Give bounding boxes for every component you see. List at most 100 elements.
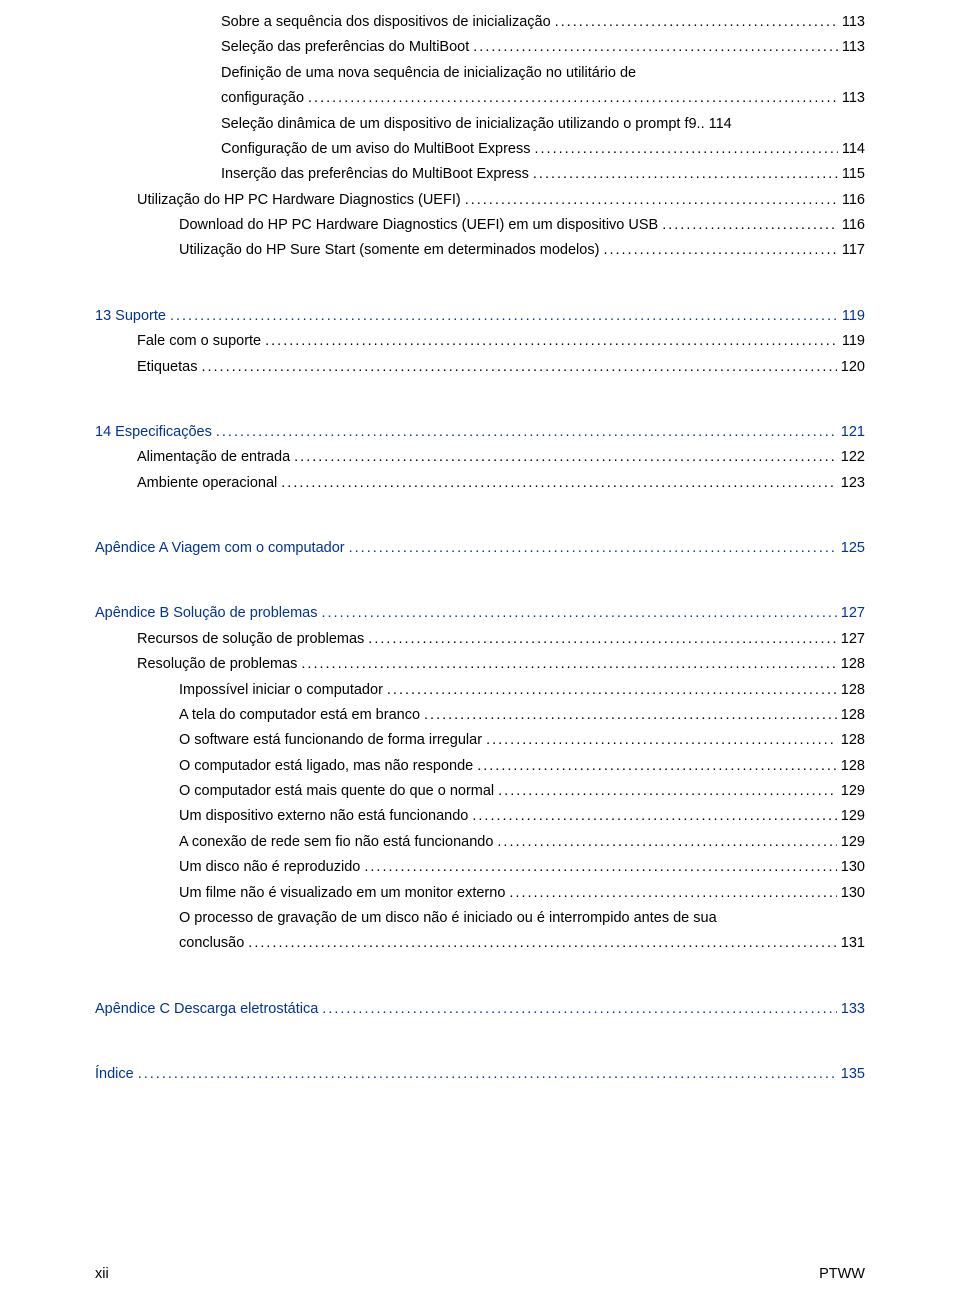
toc-entry: A tela do computador está em branco 128 [95, 703, 865, 728]
toc-label: conclusão [179, 931, 244, 956]
toc-dots [212, 420, 837, 445]
toc-page: 128 [837, 754, 865, 779]
toc-label: configuração [221, 86, 304, 111]
toc-label: Um dispositivo externo não está funciona… [179, 804, 468, 829]
toc-dots [599, 238, 837, 263]
appendix-c: Apêndice C Descarga eletrostática 133 [95, 997, 865, 1022]
toc-dots [364, 627, 837, 652]
toc-page: 113 [838, 86, 865, 111]
toc-entry: Um filme não é visualizado em um monitor… [95, 881, 865, 906]
toc-entry: Ambiente operacional 123 [95, 471, 865, 496]
toc-label: Resolução de problemas [137, 652, 297, 677]
chapter-title: Apêndice A Viagem com o computador [95, 536, 345, 561]
toc-dots [494, 779, 837, 804]
toc-dots [261, 329, 838, 354]
toc-dots [420, 703, 837, 728]
chapter-title: Índice [95, 1062, 134, 1087]
toc-entry: Configuração de um aviso do MultiBoot Ex… [95, 137, 865, 162]
toc-entry: A conexão de rede sem fio não está funci… [95, 830, 865, 855]
toc-dots [360, 855, 836, 880]
toc-page: 113 [838, 35, 865, 60]
chapter-title: 14 Especificações [95, 420, 212, 445]
toc-entry: Seleção dinâmica de um dispositivo de in… [95, 112, 865, 137]
chapter-title: 13 Suporte [95, 304, 166, 329]
chapter-page: 135 [837, 1062, 865, 1087]
footer-left: xii [95, 1266, 109, 1282]
toc-label: O software está funcionando de forma irr… [179, 728, 482, 753]
toc-label: A conexão de rede sem fio não está funci… [179, 830, 493, 855]
toc-entry: Um dispositivo externo não está funciona… [95, 804, 865, 829]
toc-page: 129 [837, 804, 865, 829]
toc-page: 128 [837, 678, 865, 703]
footer-right: PTWW [819, 1266, 865, 1282]
toc-page: 128 [837, 703, 865, 728]
index: Índice 135 [95, 1062, 865, 1087]
toc-dots [317, 601, 836, 626]
toc-sep: .. [697, 112, 705, 137]
toc-dots [197, 355, 836, 380]
toc-page: 123 [837, 471, 865, 496]
toc-page: 116 [838, 213, 865, 238]
toc-page: 128 [837, 728, 865, 753]
toc-entry: Fale com o suporte 119 [95, 329, 865, 354]
toc-label: Inserção das preferências do MultiBoot E… [221, 162, 529, 187]
toc-label: Seleção das preferências do MultiBoot [221, 35, 469, 60]
chapter-page: 133 [837, 997, 865, 1022]
appendix-b: Apêndice B Solução de problemas 127 [95, 601, 865, 626]
toc-dots [166, 304, 838, 329]
toc-page: 116 [838, 188, 865, 213]
toc-page: 129 [837, 830, 865, 855]
toc-page: 122 [837, 445, 865, 470]
toc-entry: Resolução de problemas 128 [95, 652, 865, 677]
toc-page: 114 [705, 112, 732, 137]
toc-page: 130 [837, 855, 865, 880]
toc-label: Utilização do HP PC Hardware Diagnostics… [137, 188, 461, 213]
toc-dots [345, 536, 837, 561]
appendix-a: Apêndice A Viagem com o computador 125 [95, 536, 865, 561]
toc-entry: O software está funcionando de forma irr… [95, 728, 865, 753]
toc-dots [531, 137, 838, 162]
toc-entry: Recursos de solução de problemas 127 [95, 627, 865, 652]
toc-page: 127 [837, 627, 865, 652]
toc-label: Alimentação de entrada [137, 445, 290, 470]
toc-label: A tela do computador está em branco [179, 703, 420, 728]
toc-dots [318, 997, 837, 1022]
toc-label: Impossível iniciar o computador [179, 678, 383, 703]
toc-label: Recursos de solução de problemas [137, 627, 364, 652]
toc-dots [493, 830, 836, 855]
toc-entry: Seleção das preferências do MultiBoot 11… [95, 35, 865, 60]
toc-page: 119 [838, 329, 865, 354]
toc-entry: Etiquetas 120 [95, 355, 865, 380]
toc-entry: Utilização do HP Sure Start (somente em … [95, 238, 865, 263]
toc-label: Configuração de um aviso do MultiBoot Ex… [221, 137, 531, 162]
toc-dots [244, 931, 837, 956]
toc-label: O processo de gravação de um disco não é… [179, 906, 717, 931]
toc-label: Etiquetas [137, 355, 197, 380]
toc-entry: Um disco não é reproduzido 130 [95, 855, 865, 880]
toc-entry: O computador está ligado, mas não respon… [95, 754, 865, 779]
toc-dots [277, 471, 837, 496]
toc-dots [551, 10, 838, 35]
toc-page: 128 [837, 652, 865, 677]
toc-label: Fale com o suporte [137, 329, 261, 354]
chapter-page: 121 [837, 420, 865, 445]
toc-page: 113 [838, 10, 865, 35]
toc-page: 131 [837, 931, 865, 956]
toc-entry: Definição de uma nova sequência de inici… [95, 61, 865, 86]
toc-dots [529, 162, 838, 187]
toc-page: 117 [838, 238, 865, 263]
toc-dots [473, 754, 837, 779]
toc-dots [304, 86, 838, 111]
toc-label: O computador está ligado, mas não respon… [179, 754, 473, 779]
toc-entry: O computador está mais quente do que o n… [95, 779, 865, 804]
chapter-page: 119 [838, 304, 865, 329]
toc-page: 115 [838, 162, 865, 187]
toc-dots [658, 213, 838, 238]
toc-label: Um filme não é visualizado em um monitor… [179, 881, 505, 906]
toc-entry: Inserção das preferências do MultiBoot E… [95, 162, 865, 187]
toc-entry: Utilização do HP PC Hardware Diagnostics… [95, 188, 865, 213]
toc-page: 129 [837, 779, 865, 804]
toc-dots [383, 678, 837, 703]
toc-label: Utilização do HP Sure Start (somente em … [179, 238, 599, 263]
chapter-title: Apêndice C Descarga eletrostática [95, 997, 318, 1022]
